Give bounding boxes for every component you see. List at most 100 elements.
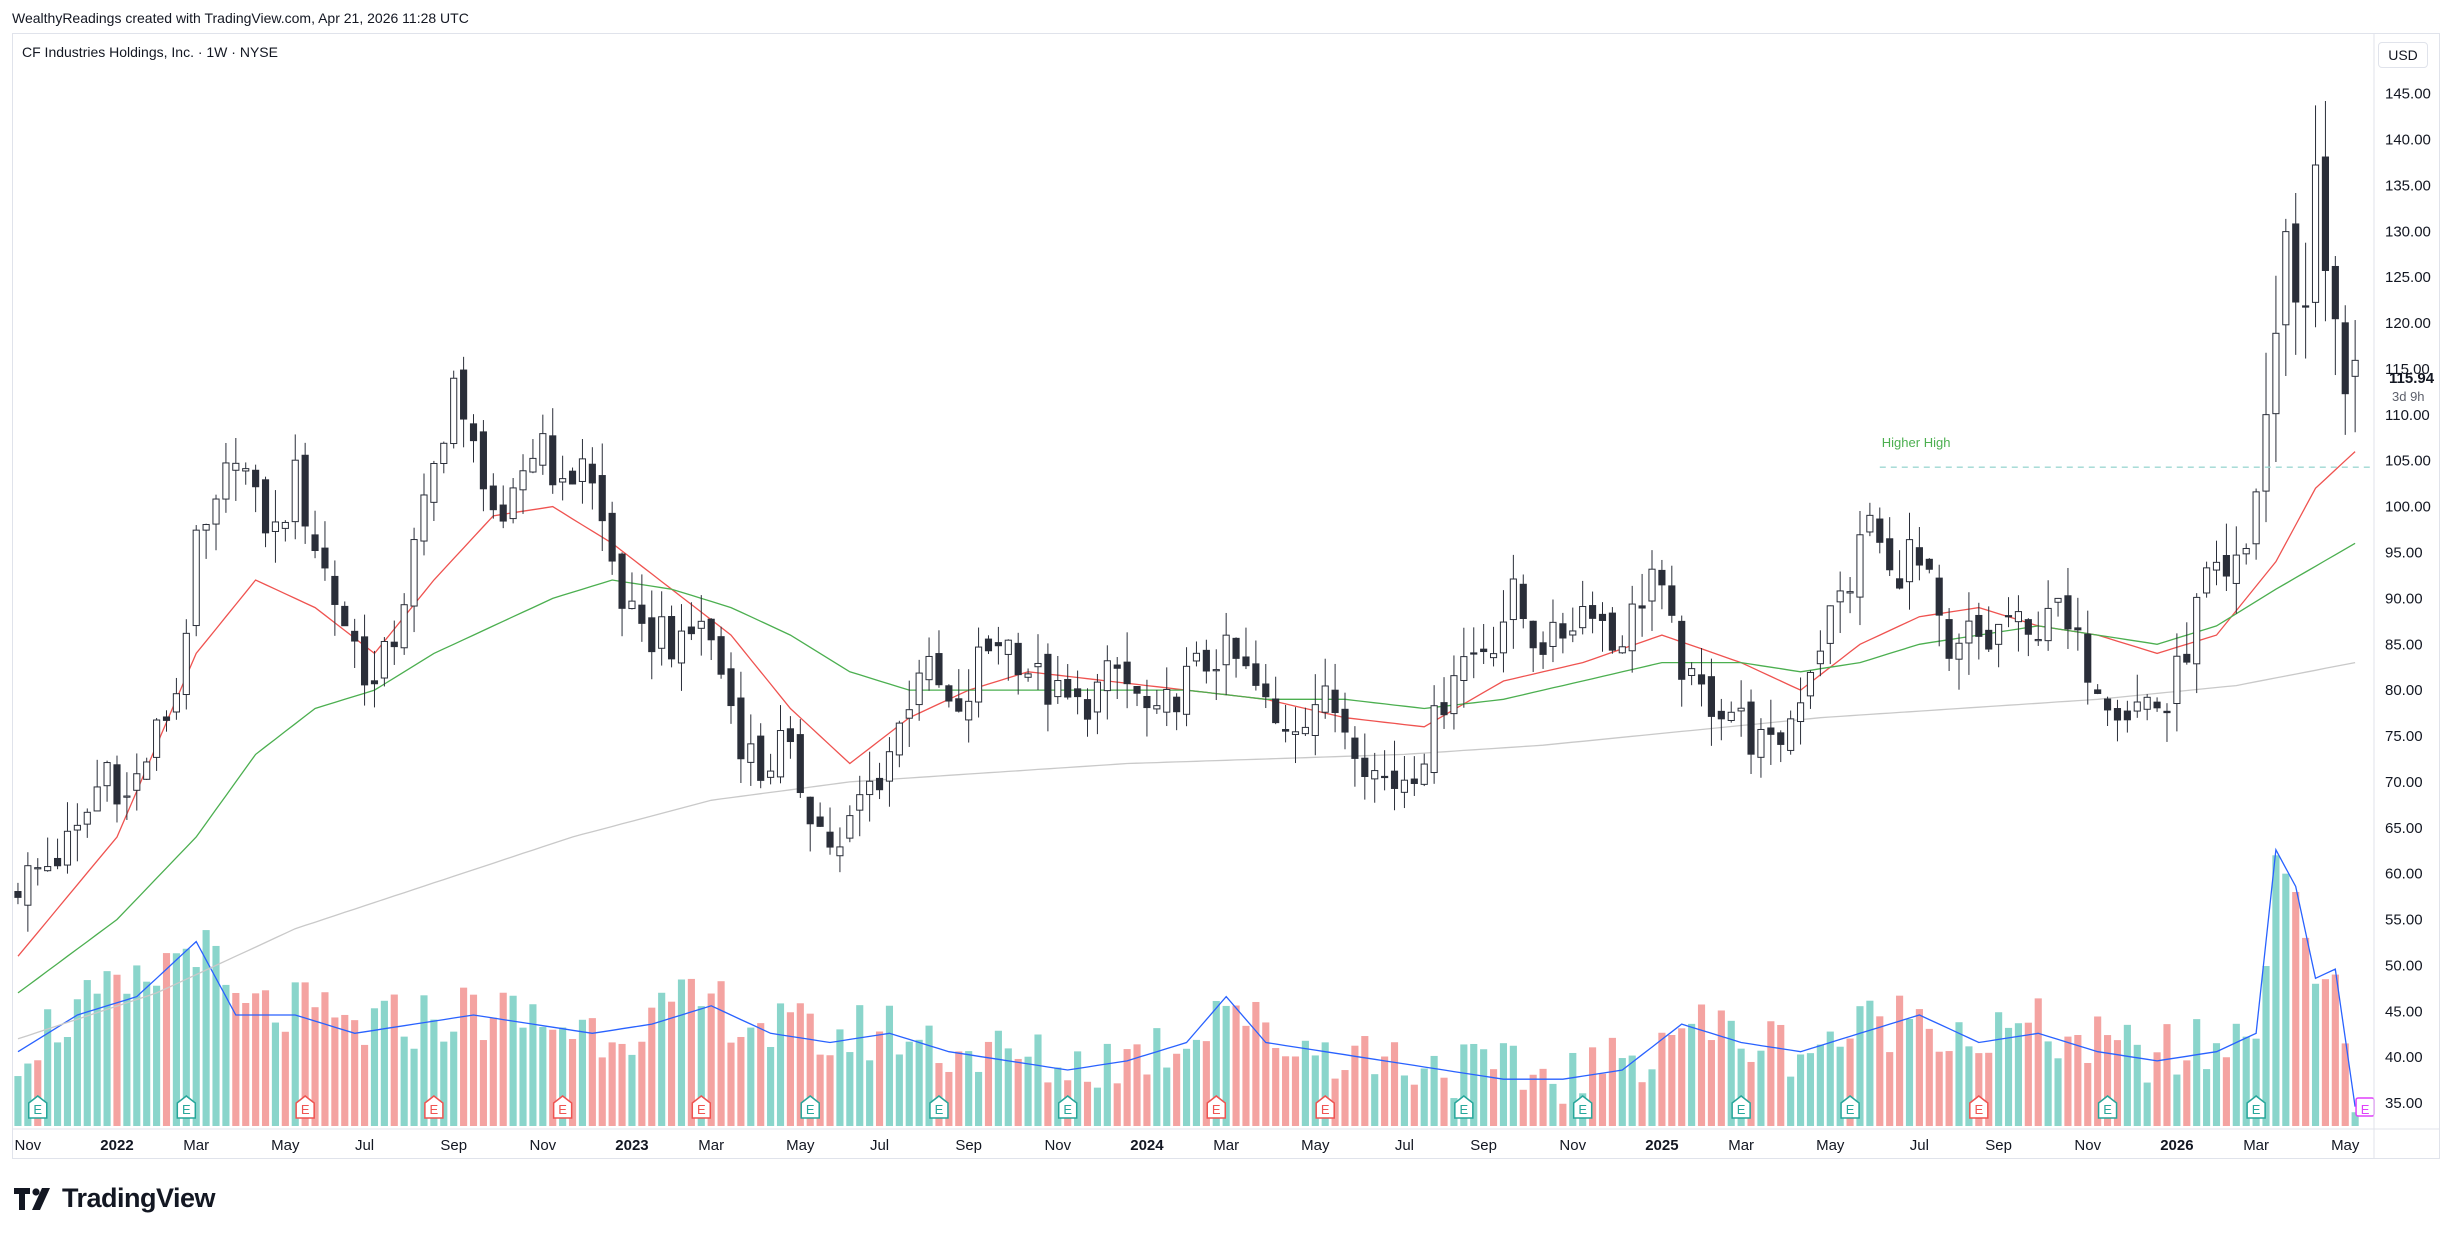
earnings-marker[interactable]: E xyxy=(1731,1095,1751,1119)
candle xyxy=(1400,755,1408,809)
candle xyxy=(2064,567,2072,649)
candle xyxy=(172,677,180,720)
earnings-marker[interactable]: E xyxy=(1315,1095,1335,1119)
candle-body xyxy=(1054,680,1062,698)
candle-body xyxy=(1173,696,1181,713)
volume-bar xyxy=(311,1007,319,1126)
volume-bar xyxy=(2094,1016,2102,1126)
earnings-marker-shape xyxy=(1057,1095,1078,1119)
earnings-marker[interactable]: E xyxy=(2246,1095,2266,1119)
candle xyxy=(776,705,785,784)
earnings-marker[interactable]: E xyxy=(1572,1095,1593,1119)
candle xyxy=(281,520,289,542)
candle-body xyxy=(1727,711,1735,721)
volume-bar xyxy=(826,1055,834,1126)
volume-bar xyxy=(1430,1055,1438,1126)
volume-bar xyxy=(1004,1048,1012,1126)
earnings-marker[interactable]: E xyxy=(1206,1095,1227,1119)
volume-bar xyxy=(2252,1038,2260,1126)
candle xyxy=(2222,523,2230,592)
volume-bar xyxy=(1945,1051,1953,1126)
candle xyxy=(2232,526,2240,614)
symbol-legend[interactable]: CF Industries Holdings, Inc. · 1W · NYSE xyxy=(22,44,278,60)
volume-bar xyxy=(1489,1069,1498,1126)
volume-bar xyxy=(2282,873,2290,1126)
candle-body xyxy=(1311,704,1319,736)
candle-body xyxy=(499,504,507,522)
candle xyxy=(1529,620,1537,672)
candle xyxy=(153,717,161,771)
time-tick-label: Sep xyxy=(440,1137,467,1154)
candle xyxy=(311,510,319,559)
earnings-marker-shape xyxy=(1572,1095,1593,1119)
earnings-marker[interactable]: E xyxy=(424,1095,444,1119)
time-tick-label: Mar xyxy=(2243,1137,2269,1154)
price-tick-label: 90.00 xyxy=(2385,590,2423,607)
volume-bar xyxy=(2074,1034,2082,1126)
tradingview-logo[interactable]: TradingView xyxy=(14,1183,216,1214)
candle-body xyxy=(1589,605,1597,619)
candle xyxy=(14,882,22,905)
price-tick-label: 125.00 xyxy=(2385,269,2431,286)
candle xyxy=(677,604,686,691)
earnings-marker[interactable]: E xyxy=(176,1095,197,1119)
candle-body xyxy=(1658,569,1666,586)
time-tick-label: Jul xyxy=(1910,1137,1929,1154)
candle xyxy=(400,593,408,655)
moving-averages-layer xyxy=(17,451,2356,1040)
candle xyxy=(261,476,270,548)
candle-body xyxy=(1083,699,1092,720)
earnings-marker[interactable]: E xyxy=(28,1095,48,1119)
candle xyxy=(34,858,42,886)
earnings-marker[interactable]: E xyxy=(929,1095,949,1119)
candle xyxy=(291,434,299,540)
candle xyxy=(1242,627,1250,670)
earnings-marker[interactable]: E xyxy=(1057,1095,1078,1119)
last-price: 115.94 xyxy=(2389,370,2435,387)
candle xyxy=(1143,679,1151,737)
volume-bar xyxy=(2014,1023,2022,1126)
candle xyxy=(509,478,517,524)
tradingview-brand: TradingView xyxy=(62,1183,216,1213)
candle xyxy=(638,574,646,642)
volume-bar xyxy=(1400,1075,1408,1126)
candle xyxy=(786,716,794,759)
earnings-marker[interactable]: E xyxy=(800,1095,820,1119)
candle xyxy=(796,719,804,798)
candle-body xyxy=(875,777,884,791)
candle-body xyxy=(1153,705,1161,710)
earnings-marker[interactable]: E xyxy=(2097,1095,2118,1119)
volume-bar xyxy=(1103,1043,1111,1126)
candle xyxy=(608,501,616,575)
candle xyxy=(53,838,62,870)
candle xyxy=(1519,574,1527,629)
earnings-marker[interactable]: E xyxy=(295,1095,315,1119)
earnings-marker-label: E xyxy=(1063,1102,1072,1117)
candle xyxy=(380,637,388,687)
earnings-marker-label: E xyxy=(1737,1102,1746,1117)
candle xyxy=(212,494,220,551)
candle-body xyxy=(1499,621,1508,654)
volume-bar xyxy=(737,1036,745,1126)
candle xyxy=(1985,606,1993,653)
earnings-marker[interactable]: E xyxy=(1454,1095,1474,1119)
earnings-marker-label: E xyxy=(1846,1102,1855,1117)
volume-bar xyxy=(1836,1046,1844,1126)
volume-bar xyxy=(1697,1004,1706,1126)
candle-body xyxy=(2064,595,2072,630)
volume-bar xyxy=(1995,1012,2003,1126)
earnings-marker[interactable]: E xyxy=(1840,1095,1860,1119)
currency-button[interactable]: USD xyxy=(2378,42,2428,68)
candle-body xyxy=(796,734,804,794)
candle-body xyxy=(717,636,725,675)
candle-body xyxy=(1113,664,1121,669)
earnings-marker-shape xyxy=(1454,1095,1474,1119)
volume-bar xyxy=(866,1060,874,1126)
volume-bar xyxy=(44,1009,52,1126)
candle xyxy=(1747,689,1755,774)
earnings-marker[interactable]: E xyxy=(1969,1095,1989,1119)
earnings-marker[interactable]: E xyxy=(691,1095,712,1119)
earnings-marker[interactable]: E xyxy=(2355,1097,2375,1117)
earnings-marker[interactable]: E xyxy=(552,1095,573,1119)
